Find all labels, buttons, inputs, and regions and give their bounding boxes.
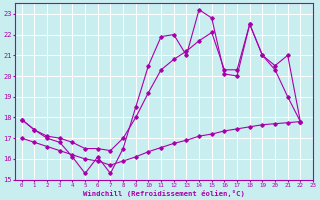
X-axis label: Windchill (Refroidissement éolien,°C): Windchill (Refroidissement éolien,°C) [83,190,245,197]
